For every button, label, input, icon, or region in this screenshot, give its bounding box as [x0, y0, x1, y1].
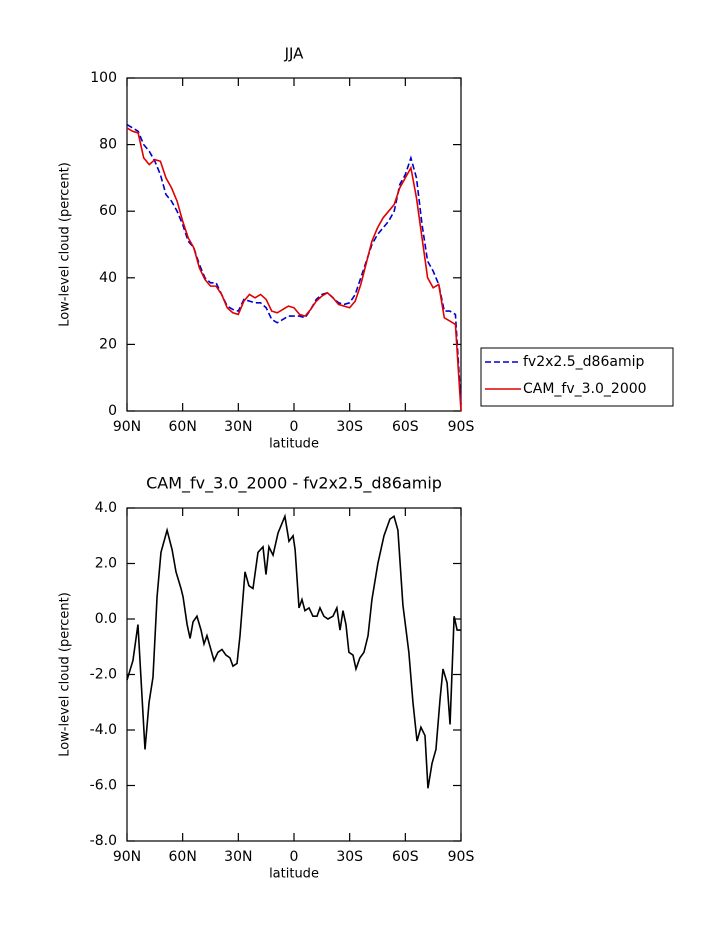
y-tick-label: 60	[99, 203, 117, 219]
x-axis-label: latitude	[269, 867, 319, 882]
y-axis-label: Low-level cloud (percent)	[58, 162, 73, 327]
x-axis-label: latitude	[269, 437, 319, 452]
x-tick-label: 90S	[448, 849, 475, 865]
x-tick-label: 30N	[224, 849, 252, 865]
x-tick-label: 60S	[392, 849, 419, 865]
x-tick-label: 60N	[169, 849, 197, 865]
x-tick-label: 90N	[113, 419, 141, 435]
y-tick-label: -4.0	[90, 722, 117, 738]
x-tick-label: 0	[290, 419, 299, 435]
y-tick-label: 100	[90, 70, 117, 86]
x-tick-label: 90S	[448, 419, 475, 435]
x-tick-label: 60S	[392, 419, 419, 435]
y-tick-label: 80	[99, 137, 117, 153]
x-tick-label: 90N	[113, 849, 141, 865]
y-tick-label: -2.0	[90, 667, 117, 683]
data-line	[126, 127, 462, 412]
y-tick-label: -6.0	[90, 778, 117, 794]
x-tick-label: 30S	[336, 849, 363, 865]
chart-title: CAM_fv_3.0_2000 - fv2x2.5_d86amip	[146, 474, 442, 494]
legend-box	[480, 347, 674, 407]
y-tick-label: 20	[99, 336, 117, 352]
y-tick-label: 2.0	[95, 556, 117, 572]
legend-label: fv2x2.5_d86amip	[523, 354, 644, 370]
x-tick-label: 60N	[169, 419, 197, 435]
chart-title: JJA	[284, 45, 305, 63]
x-tick-label: 30S	[336, 419, 363, 435]
y-tick-label: 40	[99, 270, 117, 286]
y-tick-label: 0.0	[95, 611, 117, 627]
legend-label: CAM_fv_3.0_2000	[523, 381, 647, 397]
plot-frame	[126, 77, 462, 412]
x-tick-label: 30N	[224, 419, 252, 435]
data-line	[126, 513, 461, 789]
y-axis-label: Low-level cloud (percent)	[58, 592, 73, 757]
y-tick-label: 0	[108, 403, 117, 419]
data-line	[126, 123, 462, 405]
x-tick-label: 0	[290, 849, 299, 865]
y-tick-label: -8.0	[90, 833, 117, 849]
y-tick-label: 4.0	[95, 500, 117, 516]
